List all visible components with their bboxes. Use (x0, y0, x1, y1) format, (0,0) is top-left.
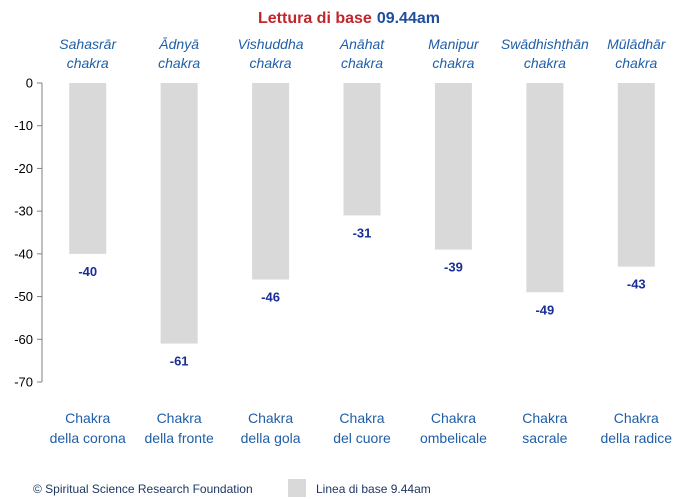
top-label: Vishuddha chakra (238, 36, 304, 71)
top-label-line: chakra (524, 55, 566, 71)
legend: Linea di base 9.44am (288, 479, 431, 497)
top-label-line: chakra (432, 55, 474, 71)
y-tick-label: -60 (14, 332, 33, 347)
bar (252, 83, 290, 280)
y-tick-label: 0 (26, 76, 33, 91)
category-label-line: Chakra (339, 410, 384, 426)
chart-title-part2: 09.44am (377, 10, 440, 27)
category-label-line: Chakra (431, 410, 476, 426)
bar (69, 83, 107, 254)
category-label-line: sacrale (522, 430, 567, 446)
top-label: Ādnyā chakra (158, 36, 200, 71)
bar (617, 83, 655, 267)
top-label: Mūlādhār chakra (607, 36, 667, 71)
data-label: -31 (353, 225, 372, 240)
category-label: Chakra del cuore (333, 410, 391, 446)
bar (526, 83, 564, 293)
data-labels: -40 -61 -46 -31 -39 -49 -43 (78, 225, 645, 368)
category-label-line: della radice (600, 430, 672, 446)
top-label: Swādhishṭhān chakra (501, 36, 589, 71)
category-label-line: ombelicale (420, 430, 487, 446)
top-label-line: chakra (250, 55, 292, 71)
data-label: -49 (535, 302, 554, 317)
data-label: -46 (261, 289, 280, 304)
category-label-line: Chakra (614, 410, 659, 426)
top-label-line: Mūlādhār (607, 36, 667, 52)
category-label-line: del cuore (333, 430, 391, 446)
y-tick-label: -50 (14, 289, 33, 304)
category-label-line: Chakra (248, 410, 293, 426)
category-label-line: Chakra (65, 410, 110, 426)
y-axis: 0 -10 -20 -30 -40 -50 -60 -70 (14, 76, 43, 390)
bar (434, 83, 472, 250)
copyright-text: © Spiritual Science Research Foundation (33, 482, 253, 496)
legend-label: Linea di base 9.44am (316, 482, 431, 496)
top-label: Anāhat chakra (339, 36, 385, 71)
category-label: Chakra ombelicale (420, 410, 487, 446)
top-label-line: chakra (67, 55, 109, 71)
top-chakra-labels: Sahasrār chakra Ādnyā chakra Vishuddha chakra… (59, 36, 666, 71)
category-label: Chakra della fronte (145, 410, 214, 446)
bar (160, 83, 198, 344)
data-label: -39 (444, 260, 463, 275)
y-tick-label: -30 (14, 204, 33, 219)
top-label-line: Sahasrār (59, 36, 117, 52)
top-label-line: chakra (615, 55, 657, 71)
y-tick-label: -20 (14, 161, 33, 176)
category-label-line: Chakra (522, 410, 567, 426)
bar (343, 83, 381, 216)
top-label-line: chakra (158, 55, 200, 71)
top-label-line: Vishuddha (238, 36, 304, 52)
data-label: -61 (170, 354, 189, 369)
legend-swatch (288, 479, 306, 497)
top-label-line: chakra (341, 55, 383, 71)
data-label: -40 (78, 264, 97, 279)
top-label: Sahasrār chakra (59, 36, 117, 71)
data-label: -43 (627, 277, 646, 292)
category-label-line: della gola (241, 430, 301, 446)
top-label-line: Anāhat (339, 36, 385, 52)
category-label-line: Chakra (157, 410, 202, 426)
category-label: Chakra sacrale (522, 410, 567, 446)
top-label: Manipur chakra (428, 36, 480, 71)
category-label: Chakra della corona (50, 410, 126, 446)
chart-title: Lettura di base 09.44am (258, 10, 440, 27)
category-label: Chakra della gola (241, 410, 301, 446)
y-tick-label: -10 (14, 118, 33, 133)
top-label-line: Ādnyā (158, 36, 199, 52)
y-tick-label: -70 (14, 375, 33, 390)
category-label: Chakra della radice (600, 410, 672, 446)
category-label-line: della fronte (145, 430, 214, 446)
top-label-line: Swādhishṭhān (501, 36, 589, 52)
top-label-line: Manipur (428, 36, 480, 52)
y-tick-label: -40 (14, 246, 33, 261)
chart-title-part1: Lettura di base (258, 10, 372, 27)
bars (69, 83, 655, 344)
category-label-line: della corona (50, 430, 126, 446)
